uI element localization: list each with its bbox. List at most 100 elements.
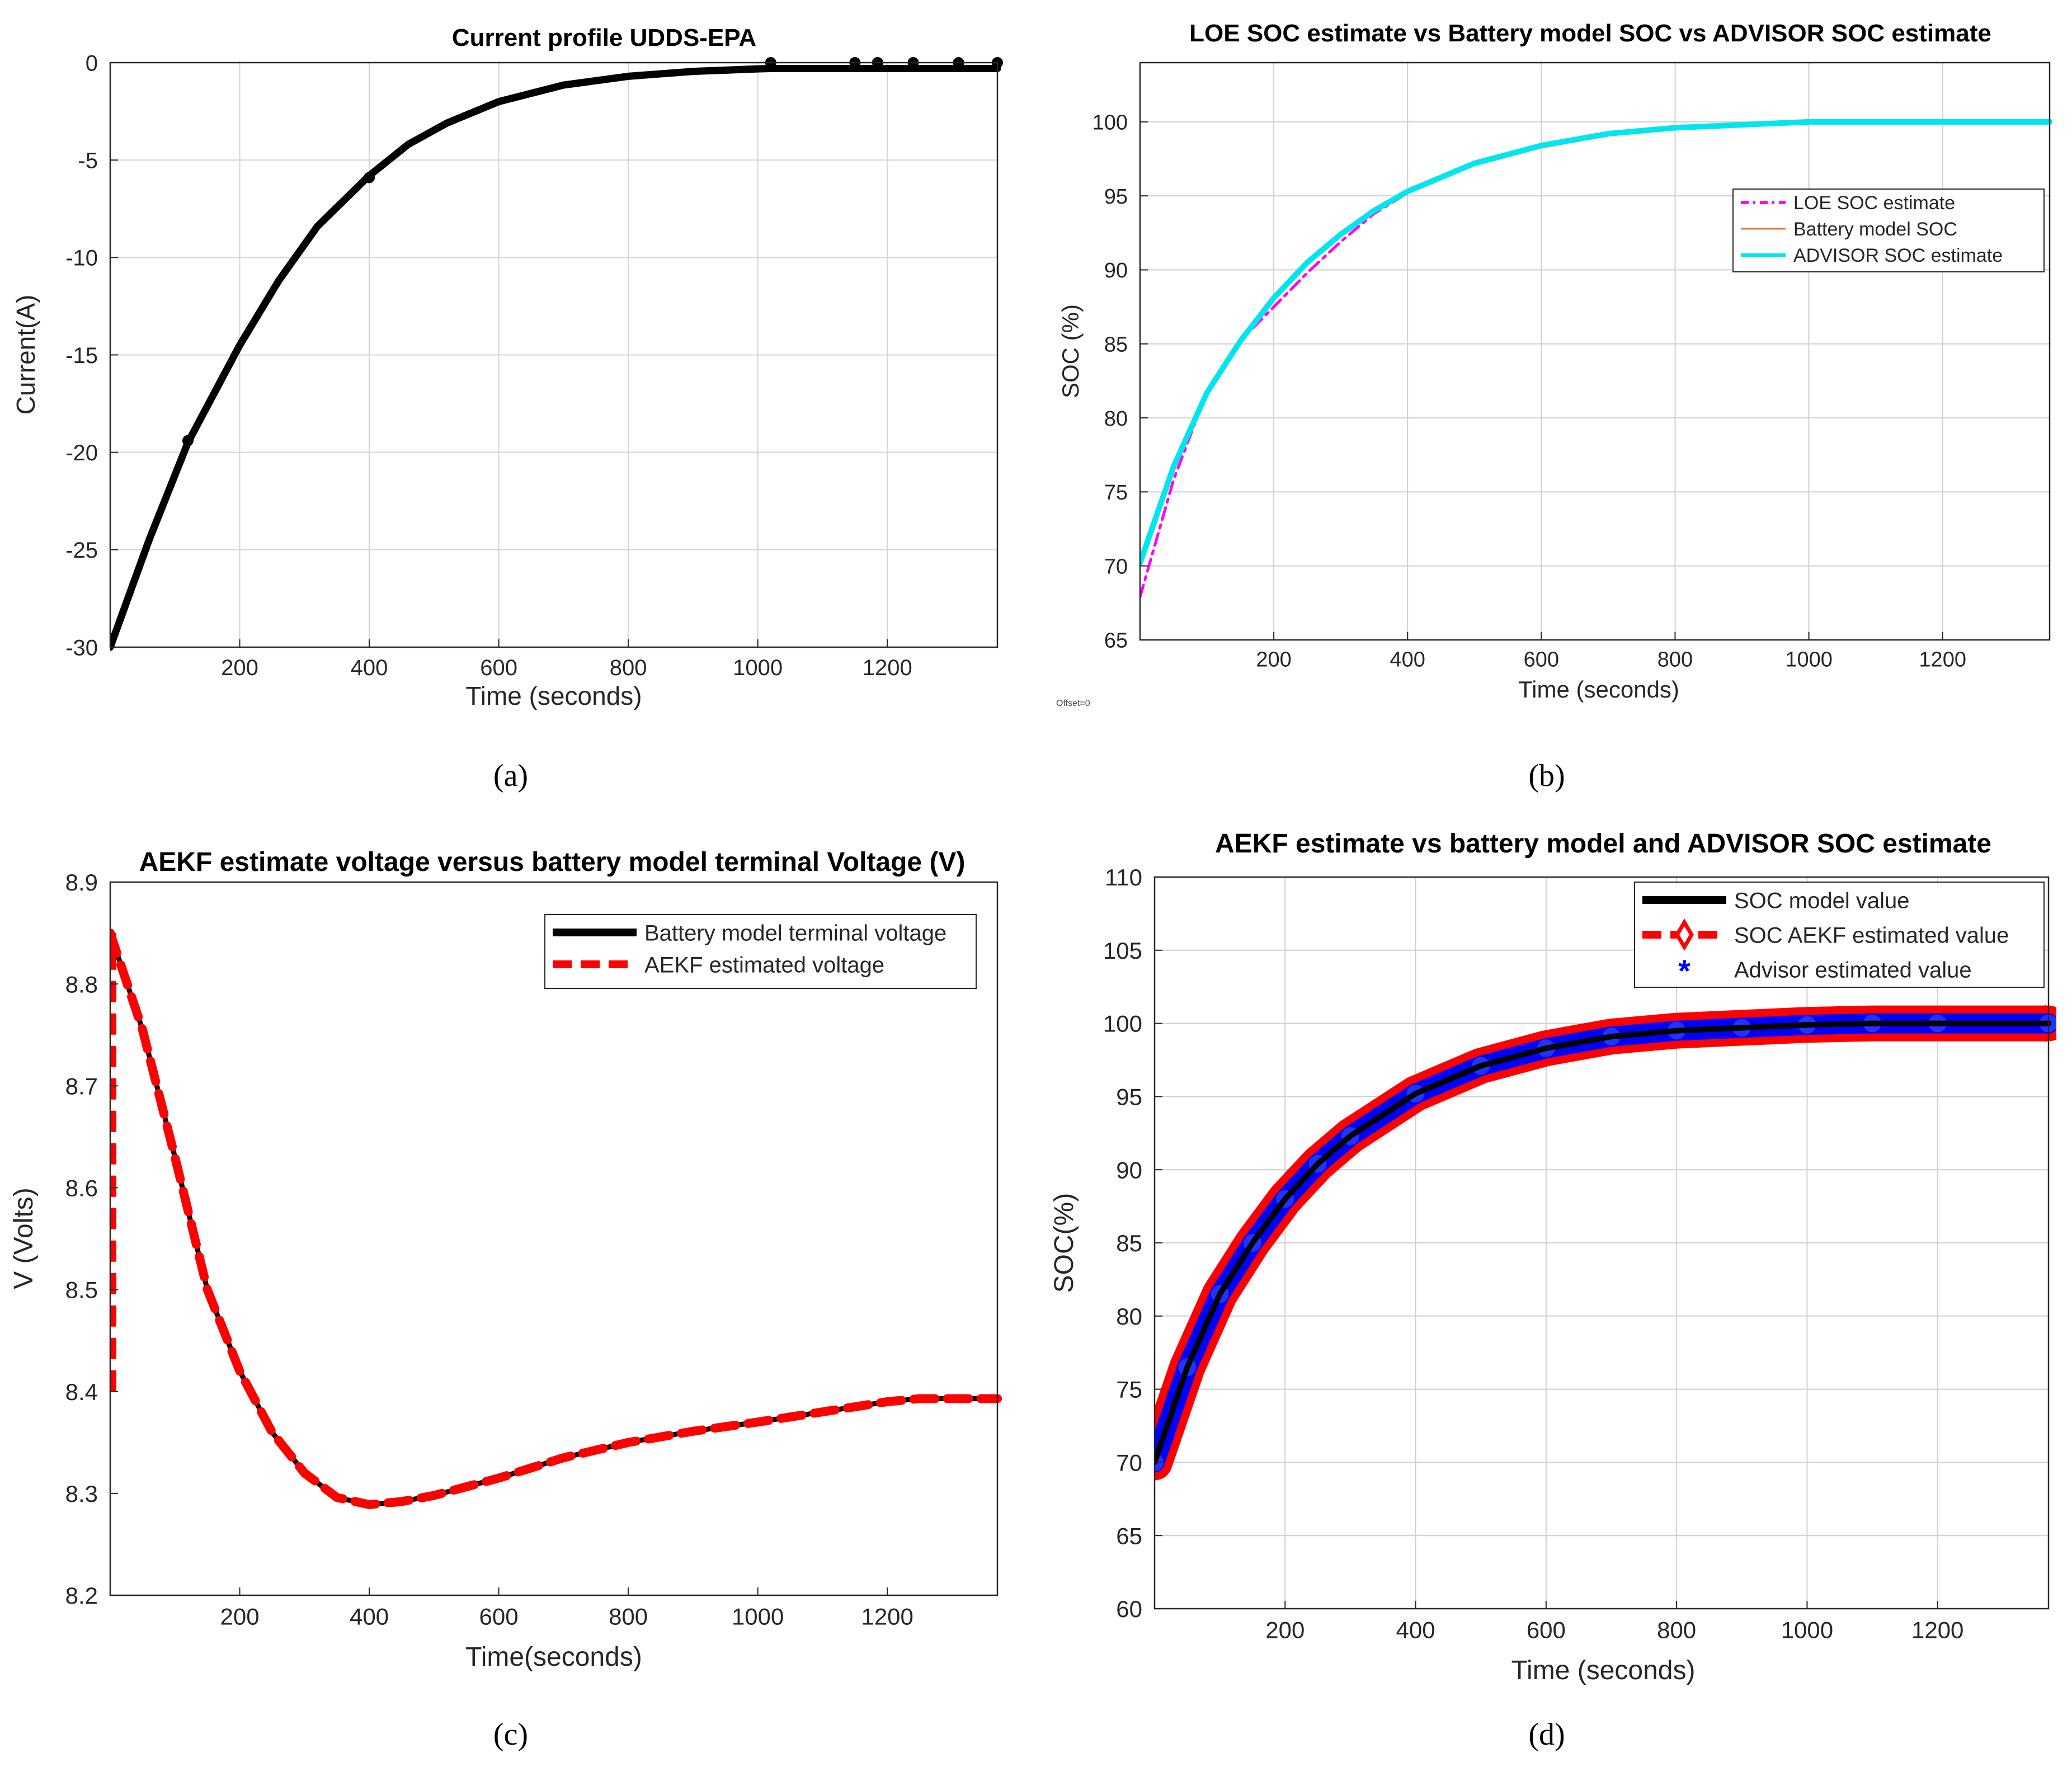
- y-tick-label: 8.4: [65, 1379, 98, 1405]
- legend: Battery model terminal voltage AEKF estim…: [544, 914, 977, 989]
- y-tick-label: 8.2: [65, 1582, 98, 1609]
- x-axis-label: Time (seconds): [465, 681, 642, 710]
- axes-box: [109, 881, 999, 1596]
- legend-star-icon: *: [1678, 953, 1690, 988]
- y-tick-label: -25: [65, 538, 98, 563]
- y-tick-label: 8.7: [65, 1073, 98, 1099]
- legend-label: LOE SOC estimate: [1793, 192, 1955, 214]
- x-tick-label: 1000: [1781, 1617, 1833, 1643]
- y-tick-label: 8.5: [65, 1277, 98, 1303]
- panel-caption: (a): [493, 758, 528, 793]
- y-tick-label: 80: [1116, 1303, 1142, 1330]
- x-tick-label: 800: [1657, 1617, 1696, 1643]
- y-tick-label: 8.8: [65, 971, 98, 997]
- x-tick-label: 1000: [733, 656, 783, 680]
- y-tick-label: 70: [1104, 555, 1128, 578]
- y-tick-label: 95: [1116, 1084, 1142, 1110]
- y-tick-label: 65: [1116, 1523, 1142, 1549]
- y-tick-label: 100: [1103, 1011, 1142, 1037]
- y-tick-label: 8.6: [65, 1175, 98, 1201]
- x-tick-label: 200: [1265, 1617, 1305, 1643]
- panel-caption: (c): [493, 1717, 528, 1752]
- x-tick-label: 400: [1396, 1617, 1435, 1643]
- series-line-current: [110, 64, 1001, 651]
- y-tick-label: 85: [1116, 1230, 1142, 1256]
- y-tick-label: 75: [1104, 481, 1128, 505]
- x-tick-label: 800: [609, 1604, 648, 1630]
- y-tick-label: -10: [65, 246, 98, 271]
- panel-c: 200 400 600 800 1000 1200 8.2 8.3 8.4 8.5 8.6 8.7 8.…: [9, 847, 1002, 1752]
- y-tick-label: 0: [86, 51, 98, 76]
- y-tick-label: 100: [1092, 111, 1128, 135]
- y-axis-label: Current(A): [11, 295, 40, 415]
- y-tick-label: 110: [1105, 864, 1142, 890]
- legend-label: Battery model terminal voltage: [644, 921, 946, 945]
- series-group: [110, 929, 1002, 1509]
- legend-label: SOC model value: [1734, 888, 1909, 913]
- data-point: [364, 172, 375, 183]
- y-tick-label: 90: [1104, 259, 1128, 282]
- x-tick-label: 1200: [1911, 1617, 1963, 1643]
- offset-note: Offset=0: [1056, 699, 1090, 708]
- y-axis-label: V (Volts): [9, 1188, 39, 1289]
- y-tick-label: 105: [1103, 937, 1142, 964]
- axes-box: [1139, 62, 2051, 641]
- x-tick-label: 400: [1390, 648, 1425, 672]
- y-tick-label: 85: [1104, 333, 1128, 356]
- x-tick-label: 1000: [732, 1604, 784, 1630]
- panel-b: 200 400 600 800 1000 1200 65 70 75 80 85 90 95 100 LOE…: [1056, 20, 2052, 793]
- y-tick-label: -5: [78, 149, 98, 173]
- x-tick-label: 600: [1527, 1617, 1566, 1643]
- legend-label: AEKF estimated voltage: [644, 953, 884, 977]
- x-tick-label: 800: [610, 656, 647, 680]
- x-tick-label: 200: [1256, 648, 1291, 672]
- x-axis-label: Time (seconds): [1518, 676, 1679, 703]
- legend-label: SOC AEKF estimated value: [1734, 923, 2009, 948]
- y-tick-label: 8.3: [65, 1481, 98, 1507]
- chart-title: AEKF estimate vs battery model and ADVIS…: [1215, 829, 1991, 859]
- x-tick-label: 400: [350, 1604, 389, 1630]
- y-axis-label: SOC (%): [1057, 304, 1084, 398]
- plot-area: [110, 882, 997, 1595]
- y-tick-label: 70: [1116, 1450, 1142, 1476]
- y-tick-label: -20: [65, 441, 98, 465]
- panel-a: 200 400 600 800 1000 1200 0 -5 -10 -15 -20 -25 -30 Cu…: [11, 24, 1003, 793]
- series-line-soc-model-value: [1155, 1020, 2051, 1466]
- x-tick-label: 800: [1657, 648, 1693, 672]
- legend-label: ADVISOR SOC estimate: [1793, 245, 2003, 266]
- panel-d: 200 400 600 800 1000 1200 60 65 70 75 80 85 90 95 100 1…: [1049, 829, 2056, 1752]
- plot-area: [1140, 63, 2050, 640]
- legend-box: [544, 914, 977, 989]
- series-group: [1140, 119, 2052, 599]
- data-point: [182, 435, 194, 446]
- x-tick-label: 600: [1524, 648, 1559, 672]
- chart-title: Current profile UDDS-EPA: [452, 24, 756, 51]
- panel-caption: (d): [1528, 1717, 1565, 1752]
- x-tick-label: 400: [351, 656, 388, 680]
- x-tick-label: 1200: [1919, 648, 1966, 672]
- panel-caption: (b): [1528, 758, 1565, 793]
- y-tick-label: 80: [1104, 407, 1128, 431]
- y-tick-label: 95: [1104, 185, 1128, 209]
- legend: LOE SOC estimate Battery model SOC ADVISOR…: [1732, 189, 2045, 272]
- y-tick-label: 60: [1116, 1596, 1142, 1622]
- x-tick-label: 600: [480, 656, 517, 680]
- chart-title: LOE SOC estimate vs Battery model SOC vs…: [1189, 20, 1991, 47]
- y-axis-label: SOC(%): [1049, 1193, 1079, 1293]
- series-line-aekf-estimated-voltage: [110, 929, 1002, 1509]
- chart-title: AEKF estimate voltage versus battery mod…: [139, 847, 966, 877]
- legend-label: Battery model SOC: [1793, 219, 1957, 240]
- x-tick-label: 1200: [863, 656, 912, 680]
- y-tick-label: 65: [1104, 629, 1128, 653]
- x-tick-label: 200: [221, 656, 258, 680]
- legend-label: Advisor estimated value: [1734, 958, 1972, 982]
- y-tick-label: 8.9: [65, 869, 98, 896]
- y-tick-label: -30: [65, 635, 98, 660]
- legend: SOC model value SOC AEKF estimated value *…: [1634, 882, 2045, 988]
- series-group: [1155, 1004, 2056, 1482]
- x-tick-label: 1000: [1785, 648, 1833, 672]
- x-tick-label: 1200: [861, 1604, 913, 1630]
- x-tick-label: 200: [220, 1604, 259, 1630]
- legend-diamond-icon: [1674, 918, 1694, 951]
- series-group: [110, 64, 1001, 651]
